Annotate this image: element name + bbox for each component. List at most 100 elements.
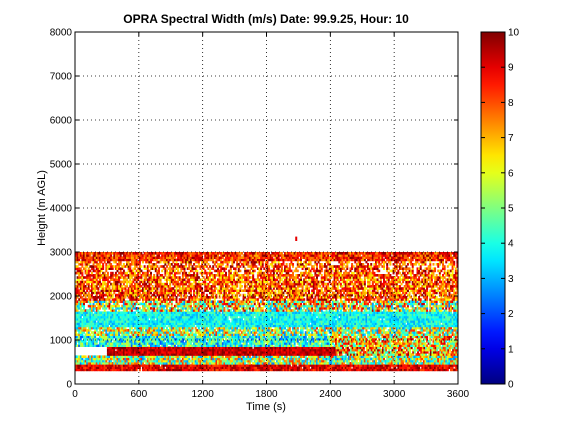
heatmap-cell bbox=[213, 331, 216, 334]
heatmap-cell bbox=[272, 359, 275, 363]
heatmap-cell bbox=[261, 340, 264, 343]
heatmap-cell bbox=[240, 351, 243, 354]
heatmap-cell bbox=[245, 335, 248, 339]
heatmap-cell bbox=[266, 368, 269, 372]
heatmap-cell bbox=[322, 322, 325, 325]
heatmap-cell bbox=[86, 329, 89, 332]
heatmap-cell bbox=[89, 340, 92, 343]
heatmap-cell bbox=[403, 333, 406, 336]
heatmap-cell bbox=[269, 348, 272, 352]
heatmap-cell bbox=[98, 331, 101, 334]
heatmap-cell bbox=[129, 335, 132, 339]
heatmap-cell bbox=[372, 353, 375, 356]
heatmap-cell bbox=[311, 342, 314, 345]
heatmap-cell bbox=[422, 329, 425, 332]
heatmap-cell bbox=[242, 324, 245, 328]
heatmap-cell bbox=[255, 326, 258, 330]
heatmap-cell bbox=[142, 326, 145, 330]
heatmap-cell bbox=[218, 331, 221, 334]
heatmap-cell bbox=[319, 357, 322, 361]
heatmap-cell bbox=[391, 346, 394, 350]
heatmap-cell bbox=[287, 322, 290, 325]
heatmap-cell bbox=[456, 333, 458, 336]
heatmap-cell bbox=[352, 364, 355, 367]
heatmap-cell bbox=[236, 333, 239, 336]
heatmap-cell bbox=[212, 364, 215, 367]
heatmap-cell bbox=[328, 337, 331, 341]
heatmap-cell bbox=[454, 337, 457, 341]
heatmap-cell bbox=[209, 346, 212, 350]
heatmap-cell bbox=[217, 326, 220, 330]
heatmap-cell bbox=[116, 357, 119, 361]
heatmap-cell bbox=[189, 322, 192, 325]
heatmap-cell bbox=[311, 355, 314, 358]
heatmap-cell bbox=[82, 331, 85, 334]
heatmap-cell bbox=[373, 337, 376, 341]
heatmap-cell bbox=[132, 331, 135, 334]
heatmap-cell bbox=[357, 366, 360, 369]
heatmap-cell bbox=[276, 353, 279, 356]
heatmap-cell bbox=[76, 340, 79, 343]
heatmap-cell bbox=[148, 335, 151, 339]
heatmap-cell bbox=[253, 366, 256, 369]
heatmap-cell bbox=[122, 340, 125, 343]
heatmap-cell bbox=[242, 346, 245, 350]
heatmap-cell bbox=[239, 324, 242, 328]
heatmap-cell bbox=[362, 368, 365, 372]
heatmap-cell bbox=[282, 322, 285, 325]
heatmap-cell bbox=[290, 342, 293, 345]
heatmap-cell bbox=[90, 335, 93, 339]
heatmap-cell bbox=[196, 348, 199, 352]
heatmap-cell bbox=[102, 340, 105, 343]
heatmap-cell bbox=[114, 357, 117, 361]
heatmap-cell bbox=[323, 337, 326, 341]
heatmap-cell bbox=[301, 364, 304, 367]
heatmap-cell bbox=[221, 346, 224, 350]
heatmap-cell bbox=[220, 326, 223, 330]
heatmap-cell bbox=[145, 348, 148, 352]
heatmap-cell bbox=[81, 324, 84, 328]
heatmap-cell bbox=[353, 346, 356, 350]
heatmap-cell bbox=[170, 348, 173, 352]
heatmap-cell bbox=[419, 364, 422, 367]
heatmap-cell bbox=[258, 344, 261, 347]
heatmap-cell bbox=[165, 329, 168, 332]
heatmap-cell bbox=[406, 355, 409, 358]
heatmap-cell bbox=[365, 324, 368, 328]
heatmap-cell bbox=[231, 366, 234, 369]
heatmap-cell bbox=[103, 320, 106, 323]
heatmap-cell bbox=[232, 366, 235, 369]
heatmap-cell bbox=[162, 320, 165, 323]
heatmap-cell bbox=[234, 348, 237, 352]
heatmap-cell bbox=[440, 340, 443, 343]
heatmap-cell bbox=[327, 329, 330, 332]
heatmap-cell bbox=[376, 355, 379, 358]
heatmap-cell bbox=[232, 337, 235, 341]
heatmap-cell bbox=[264, 340, 267, 343]
heatmap-cell bbox=[272, 351, 275, 354]
heatmap-cell bbox=[223, 322, 226, 325]
heatmap-cell bbox=[370, 340, 373, 343]
heatmap-cell bbox=[263, 351, 266, 354]
heatmap-cell bbox=[298, 331, 301, 334]
heatmap-cell bbox=[453, 368, 456, 372]
heatmap-cell bbox=[145, 368, 148, 372]
heatmap-cell bbox=[271, 335, 274, 339]
heatmap-cell bbox=[228, 340, 231, 343]
heatmap-cell bbox=[202, 329, 205, 332]
heatmap-cell bbox=[379, 364, 382, 367]
heatmap-cell bbox=[138, 368, 141, 372]
heatmap-cell bbox=[312, 324, 315, 328]
heatmap-cell bbox=[86, 362, 89, 365]
heatmap-cell bbox=[161, 364, 164, 367]
heatmap-cell bbox=[331, 355, 334, 358]
heatmap-cell bbox=[392, 337, 395, 341]
heatmap-cell bbox=[185, 344, 188, 347]
heatmap-cell bbox=[357, 357, 360, 361]
heatmap-cell bbox=[338, 353, 341, 356]
heatmap-cell bbox=[213, 359, 216, 363]
heatmap-cell bbox=[137, 322, 140, 325]
heatmap-cell bbox=[127, 359, 130, 363]
heatmap-cell bbox=[178, 355, 181, 358]
heatmap-cell bbox=[359, 326, 362, 330]
